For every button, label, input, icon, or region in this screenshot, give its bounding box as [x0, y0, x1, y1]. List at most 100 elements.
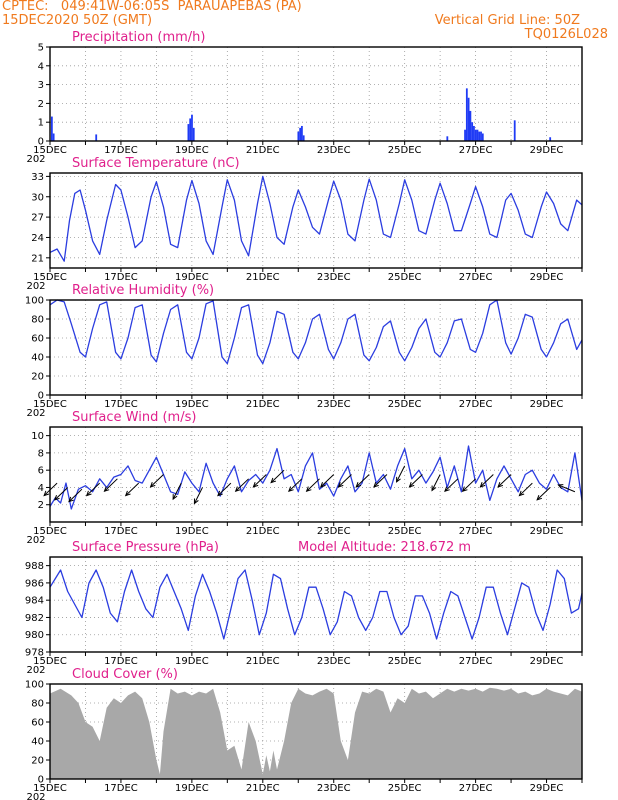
precip-bar: [297, 131, 300, 141]
wind-arrow-shaft: [536, 487, 551, 501]
y-tick-label: 20: [31, 756, 44, 767]
wind-arrow: [270, 469, 285, 484]
wind-arrow-shaft: [253, 474, 267, 488]
station-header: CPTEC: 049:41W-06:05S PARAUAPEBAS (PA): [2, 0, 302, 14]
x-tick-label: 23DEC: [317, 656, 351, 667]
x-year-label: 202: [26, 154, 45, 165]
y-tick-label: 3: [38, 80, 44, 91]
x-tick-label: 27DEC: [459, 526, 493, 537]
x-tick-label: 21DEC: [246, 783, 280, 794]
x-tick-label: 25DEC: [388, 656, 422, 667]
wind-arrow-shaft: [462, 478, 476, 492]
precip-bar: [465, 88, 468, 141]
y-tick-label: 40: [31, 737, 44, 748]
x-tick-label: 29DEC: [530, 272, 564, 283]
x-tick-label: 23DEC: [317, 783, 351, 794]
rh-frame: [49, 299, 583, 396]
x-tick-label: 23DEC: [317, 399, 351, 410]
y-tick-label: 80: [31, 699, 44, 710]
x-tick-label: 25DEC: [388, 145, 422, 156]
y-tick-label: 2: [38, 99, 44, 110]
y-tick-label: 984: [25, 596, 44, 607]
x-tick-label: 27DEC: [459, 145, 493, 156]
precip-bar: [192, 127, 195, 141]
wind-arrow: [85, 482, 100, 497]
wind-arrow-shaft: [86, 482, 100, 496]
wind-arrow: [319, 474, 335, 488]
wind-arrow-head: [252, 482, 259, 488]
precip-bar: [478, 131, 481, 141]
wind-arrow-head: [319, 482, 326, 488]
wind-arrow-head: [270, 477, 277, 484]
wind-arrow-head: [288, 486, 294, 493]
wind-arrow: [193, 487, 203, 505]
wind-arrow: [461, 478, 476, 493]
x-tick-label: 25DEC: [388, 783, 422, 794]
x-tick-label: 17DEC: [104, 656, 138, 667]
x-tick-label: 21DEC: [246, 656, 280, 667]
precip-bar: [95, 134, 98, 141]
y-tick-label: 2: [38, 500, 44, 511]
precip-bar: [464, 129, 466, 141]
wind-arrow-shaft: [125, 482, 140, 496]
precip-bar: [473, 125, 475, 141]
wind-arrow-shaft: [68, 488, 83, 502]
x-tick-label: 29DEC: [530, 783, 564, 794]
precip-bar: [513, 120, 516, 141]
x-year-label: 202: [26, 535, 45, 546]
x-year-label: 202: [26, 665, 45, 676]
x-tick-label: 29DEC: [530, 399, 564, 410]
y-tick-label: 100: [25, 296, 44, 307]
wind-arrow-head: [408, 482, 415, 488]
wind-title: Surface Wind (m/s): [72, 410, 196, 425]
wind-arrow-head: [305, 486, 312, 493]
wind-arrow-head: [461, 486, 468, 493]
wind-arrow-head: [355, 482, 362, 488]
x-tick-label: 21DEC: [246, 526, 280, 537]
wind-arrow-head: [234, 486, 241, 493]
wind-arrow-head: [479, 482, 486, 488]
x-tick-label: 27DEC: [459, 656, 493, 667]
x-tick-label: 19DEC: [175, 272, 209, 283]
precip-bar: [187, 124, 190, 141]
precip-bar: [50, 116, 53, 141]
wind-arrow-head: [497, 482, 504, 488]
wind-arrow: [396, 465, 406, 483]
x-tick-label: 15DEC: [33, 145, 67, 156]
wind-arrow-head: [85, 490, 92, 497]
x-tick-label: 29DEC: [530, 656, 564, 667]
wind-arrow-shaft: [558, 484, 576, 493]
wind-arrow: [431, 474, 441, 492]
y-tick-label: 60: [31, 334, 44, 345]
precip-bar: [189, 118, 192, 141]
wind-arrow: [355, 474, 370, 488]
precip-bar: [471, 122, 474, 141]
wind-arrow: [557, 484, 576, 493]
wind-arrow-head: [518, 490, 525, 497]
panel-wind: Surface Wind (m/s) 2 4 6 8 10 15DEC 17DEC 19DEC 2…: [26, 410, 583, 546]
run-date: 15DEC2020 50Z (GMT): [2, 13, 153, 28]
wind-arrow-shaft: [338, 474, 352, 488]
wind-arrow-shaft: [104, 478, 118, 492]
x-tick-label: 19DEC: [175, 145, 209, 156]
precip-bar: [481, 133, 484, 141]
wind-arrow-shaft: [270, 469, 285, 483]
cloud-title: Cloud Cover (%): [72, 667, 178, 682]
y-tick-label: 21: [31, 253, 44, 264]
wind-arrow-shaft: [444, 478, 459, 492]
y-tick-label: 978: [25, 648, 44, 659]
x-tick-label: 17DEC: [104, 783, 138, 794]
wind-arrow-head: [557, 484, 564, 489]
panel-precip: Precipitation (mm/h) 0 1 2 3 4 5 15DEC 17DEC 19DE…: [26, 30, 583, 165]
precip-bar: [469, 110, 472, 141]
y-tick-label: 986: [25, 578, 44, 589]
x-tick-label: 23DEC: [317, 526, 351, 537]
wind-arrow: [124, 482, 140, 497]
wind-arrow-head: [43, 490, 50, 497]
y-tick-label: 40: [31, 353, 44, 364]
wind-arrow-shaft: [480, 474, 494, 488]
wind-arrow-shaft: [235, 478, 249, 492]
y-tick-label: 0: [38, 137, 44, 148]
wind-arrow-head: [149, 482, 156, 488]
y-tick-label: 30: [31, 192, 44, 203]
